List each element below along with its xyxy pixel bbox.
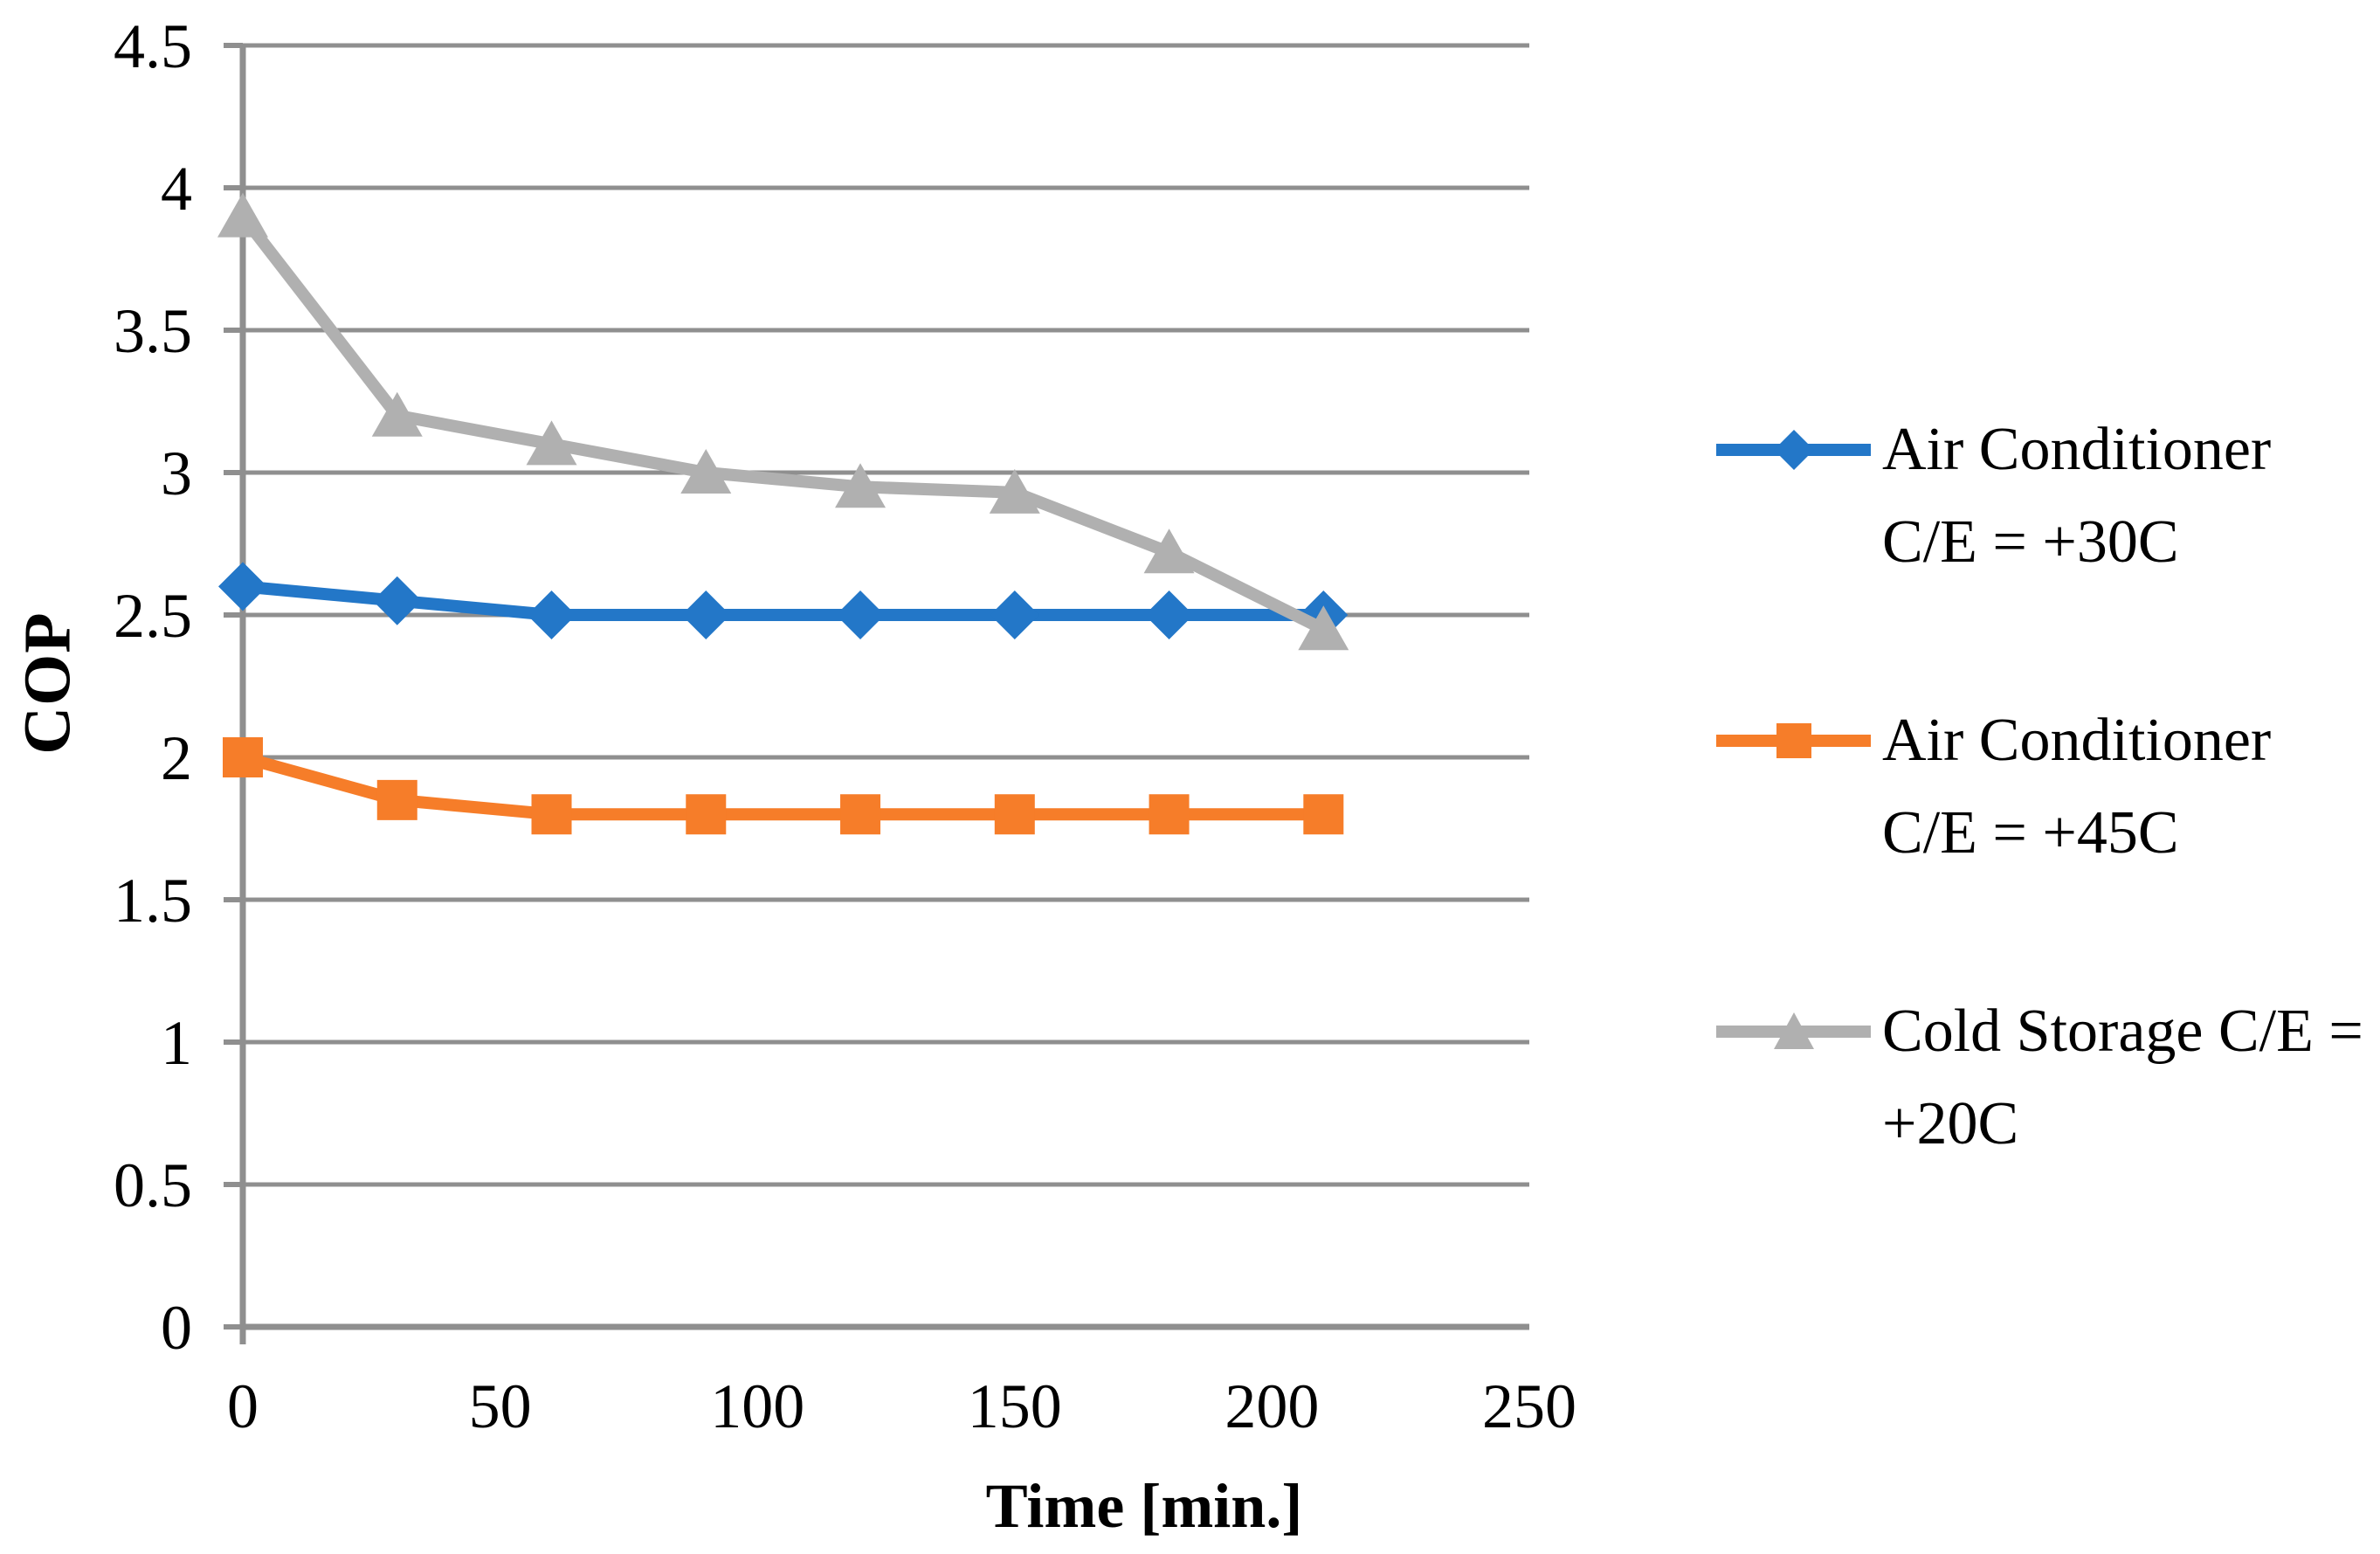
series-2-marker-triangle bbox=[835, 463, 886, 508]
legend-marker-square-icon bbox=[1716, 723, 1871, 758]
y-tick-label: 1.5 bbox=[114, 866, 192, 936]
series-1-marker-square bbox=[840, 794, 881, 835]
x-tick-label: 250 bbox=[1482, 1371, 1576, 1441]
legend-label-line1: Air Conditioner bbox=[1882, 416, 2272, 483]
series-1-marker-square bbox=[531, 794, 572, 835]
y-axis-title: COP bbox=[10, 611, 85, 755]
legend-label: Air Conditioner C/E = +30C bbox=[1882, 404, 2271, 589]
series-1-marker-square bbox=[1149, 794, 1190, 835]
series-0-marker-diamond bbox=[836, 591, 886, 639]
y-tick-label: 3 bbox=[161, 439, 192, 508]
legend-item-air-conditioner-30c: Air Conditioner C/E = +30C bbox=[1714, 404, 2271, 589]
legend-label: Cold Storage C/E = +20C bbox=[1882, 985, 2363, 1171]
x-tick-label: 0 bbox=[227, 1371, 259, 1441]
y-tick-label: 4.5 bbox=[114, 11, 192, 81]
x-axis-title: Time [min.] bbox=[985, 1471, 1303, 1541]
series-0-marker-diamond bbox=[218, 562, 267, 611]
series-2-marker-triangle bbox=[1143, 528, 1195, 574]
legend-marker-triangle-icon bbox=[1716, 1012, 1871, 1049]
y-tick-label: 2.5 bbox=[114, 581, 192, 651]
legend-label-line2: C/E = +45C bbox=[1882, 799, 2179, 867]
legend-label-line1: Cold Storage C/E = bbox=[1882, 998, 2363, 1065]
series-1-marker-square bbox=[1303, 794, 1344, 835]
x-tick-label: 100 bbox=[710, 1371, 804, 1441]
series-1-marker-square bbox=[223, 737, 263, 777]
legend-label: Air Conditioner C/E = +45C bbox=[1882, 694, 2271, 880]
y-tick-label: 3.5 bbox=[114, 296, 192, 366]
series-2-marker-triangle bbox=[989, 468, 1040, 514]
x-tick-label: 50 bbox=[469, 1371, 532, 1441]
series-2-marker-triangle bbox=[1298, 605, 1349, 651]
series-2-marker-triangle bbox=[526, 420, 577, 466]
legend-item-cold-storage-20c: Cold Storage C/E = +20C bbox=[1714, 985, 2363, 1171]
x-tick-label: 150 bbox=[968, 1371, 1062, 1441]
series-1-marker-square bbox=[686, 794, 727, 835]
y-tick-label: 2 bbox=[161, 723, 192, 793]
series-line-2 bbox=[238, 212, 1327, 635]
series-1-marker-square bbox=[994, 794, 1035, 835]
series-2-marker-triangle bbox=[680, 449, 732, 494]
legend-label-line2: C/E = +30C bbox=[1882, 508, 2179, 576]
x-tick-label: 200 bbox=[1224, 1371, 1319, 1441]
legend-label-line1: Air Conditioner bbox=[1882, 707, 2272, 774]
y-tick-label: 0 bbox=[161, 1293, 192, 1363]
series-2-marker-triangle bbox=[217, 192, 268, 238]
series-0-marker-diamond bbox=[1144, 591, 1194, 639]
y-tick-label: 4 bbox=[161, 154, 192, 224]
legend-marker-diamond-icon bbox=[1716, 430, 1871, 470]
y-tick-label: 1 bbox=[161, 1008, 192, 1078]
series-line-1 bbox=[241, 751, 1324, 821]
series-0-marker-diamond bbox=[681, 591, 731, 639]
y-tick-label: 0.5 bbox=[114, 1150, 192, 1220]
series-0-marker-diamond bbox=[372, 576, 422, 625]
series-0-marker-diamond bbox=[990, 591, 1039, 639]
series-line-0 bbox=[242, 580, 1324, 621]
legend-item-air-conditioner-45c: Air Conditioner C/E = +45C bbox=[1714, 694, 2271, 880]
series-2-marker-triangle bbox=[371, 391, 423, 437]
series-1-marker-square bbox=[376, 779, 417, 820]
legend-label-line2: +20C bbox=[1882, 1090, 2019, 1157]
series-0-marker-diamond bbox=[527, 591, 576, 639]
